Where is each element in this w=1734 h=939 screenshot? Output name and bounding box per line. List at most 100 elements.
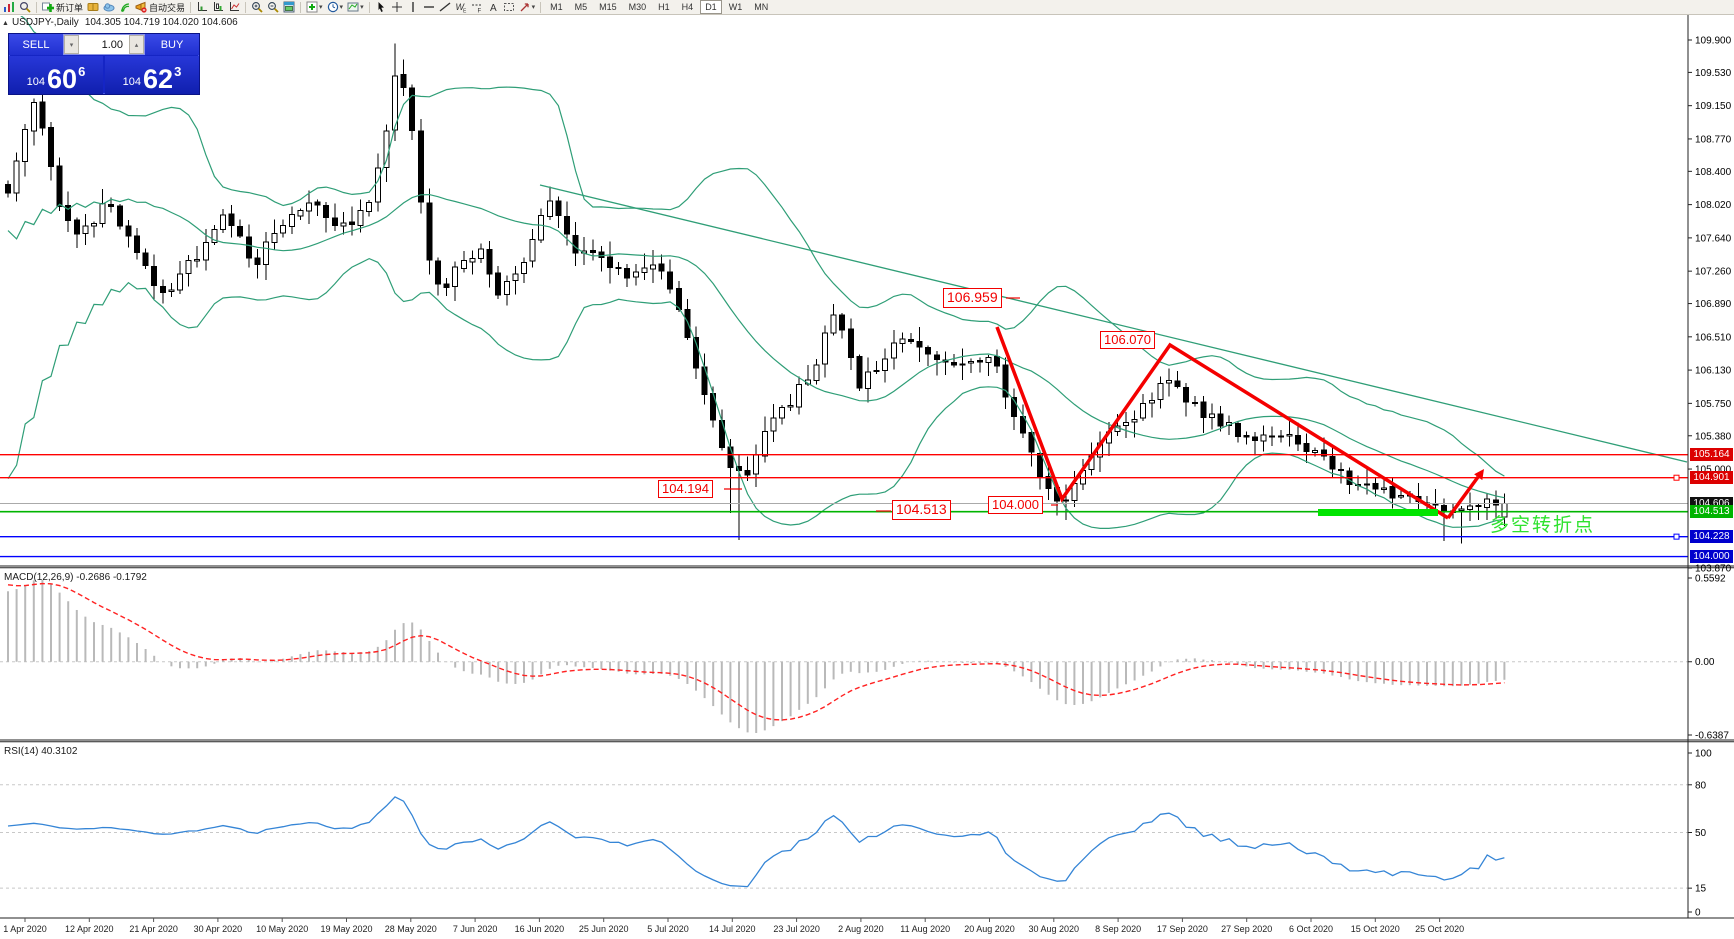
chevron-down-icon[interactable]: ▾ bbox=[339, 4, 344, 11]
price-label-104194[interactable]: 104.194 bbox=[658, 480, 713, 499]
templates-button[interactable]: ▾ bbox=[345, 1, 366, 14]
bollinger-middle-band[interactable] bbox=[7, 193, 1505, 499]
timeframe-button-MN[interactable]: MN bbox=[754, 2, 769, 12]
zigzag-annotation[interactable] bbox=[995, 326, 1449, 520]
candle-body bbox=[1372, 482, 1379, 490]
candle-body bbox=[1269, 435, 1276, 438]
metaeditor-icon[interactable] bbox=[85, 1, 101, 14]
buy-price-prefix: 104 bbox=[122, 76, 142, 88]
line-chart-mode-icon[interactable] bbox=[226, 1, 242, 14]
date-label: 11 Aug 2020 bbox=[900, 924, 950, 934]
candle-body bbox=[744, 470, 751, 476]
cursor-icon[interactable] bbox=[373, 1, 389, 14]
timeframe-button-M5[interactable]: M5 bbox=[574, 2, 588, 12]
line-handle[interactable] bbox=[1673, 533, 1680, 540]
collapse-arrow-icon[interactable]: ▲ bbox=[2, 20, 9, 27]
tile-windows-icon[interactable] bbox=[281, 1, 297, 14]
zigzag-arrow-shaft[interactable] bbox=[1446, 475, 1480, 520]
volume-input[interactable]: 1.00 bbox=[101, 38, 123, 51]
price-axis[interactable]: 109.900 109.530 109.150 108.770 108.400 108.0… bbox=[1688, 36, 1732, 919]
signals-icon[interactable] bbox=[117, 1, 133, 14]
volume-increase-button[interactable]: ▴ bbox=[129, 35, 144, 54]
zoom-in-icon[interactable] bbox=[249, 1, 265, 14]
candle-body bbox=[736, 466, 742, 471]
buy-button[interactable]: BUY bbox=[145, 34, 199, 55]
candle-body bbox=[82, 225, 89, 235]
candle-body bbox=[1183, 386, 1190, 403]
sell-price-display[interactable]: 104 60 6 bbox=[9, 56, 103, 94]
autotrading-button[interactable]: 自动交易 bbox=[133, 1, 187, 14]
market-watch-icon[interactable] bbox=[17, 1, 33, 14]
candle-body bbox=[340, 222, 347, 227]
date-label: 14 Jul 2020 bbox=[709, 924, 756, 934]
candle-body bbox=[1140, 403, 1147, 419]
toolbar-separator bbox=[300, 1, 302, 13]
trendline-icon[interactable] bbox=[437, 1, 453, 14]
macd-scale-label: 0.00 bbox=[1695, 657, 1715, 668]
candle-body bbox=[228, 213, 235, 227]
periods-button[interactable]: ▾ bbox=[325, 1, 346, 14]
bar-chart-mode-icon[interactable] bbox=[194, 1, 210, 14]
timeframe-button-W1[interactable]: W1 bbox=[728, 2, 743, 12]
crosshair-icon[interactable] bbox=[389, 1, 405, 14]
candle-body bbox=[916, 341, 923, 348]
timeframe-button-M15[interactable]: M15 bbox=[599, 2, 617, 12]
new-order-button[interactable]: 新订单 bbox=[40, 1, 85, 14]
timeframe-button-M30[interactable]: M30 bbox=[628, 2, 647, 12]
turning-point-bar[interactable] bbox=[1318, 509, 1438, 516]
candle-body bbox=[495, 272, 502, 296]
sell-button[interactable]: SELL bbox=[9, 34, 63, 55]
price-label-104000[interactable]: 104.000 bbox=[988, 496, 1043, 515]
timeframe-button-H1[interactable]: H1 bbox=[658, 2, 670, 12]
price-tick-label: 109.150 bbox=[1695, 101, 1732, 112]
candle-body bbox=[564, 215, 570, 235]
bollinger-lower-band[interactable] bbox=[7, 257, 1505, 529]
new-chart-icon[interactable] bbox=[1, 1, 17, 14]
bollinger-upper-band[interactable] bbox=[8, 0, 1505, 477]
candle-body bbox=[1002, 364, 1009, 398]
price-badge-104.228: 104.228 bbox=[1690, 530, 1733, 544]
candle-body bbox=[1389, 486, 1396, 499]
label-tool-icon[interactable] bbox=[501, 1, 517, 14]
candle-body bbox=[770, 417, 777, 432]
vline-icon[interactable] bbox=[405, 1, 421, 14]
buy-price-pip: 3 bbox=[174, 64, 182, 79]
candle-body bbox=[1320, 449, 1327, 457]
price-label-106959[interactable]: 106.959 bbox=[943, 288, 1002, 308]
zoom-out-icon[interactable] bbox=[265, 1, 281, 14]
price-label-104513[interactable]: 104.513 bbox=[892, 500, 951, 520]
chevron-down-icon[interactable]: ▾ bbox=[360, 4, 364, 11]
date-label: 28 May 2020 bbox=[385, 924, 437, 934]
candle-body bbox=[177, 273, 183, 291]
fibonacci-icon[interactable]: F bbox=[469, 1, 485, 14]
candle-body bbox=[693, 337, 699, 369]
indicators-button[interactable]: ▾ bbox=[304, 1, 325, 14]
chevron-down-icon[interactable]: ▾ bbox=[319, 4, 323, 11]
text-tool-icon[interactable]: A bbox=[485, 1, 501, 14]
price-label-106070[interactable]: 106.070 bbox=[1100, 331, 1155, 350]
hline-icon[interactable] bbox=[421, 1, 437, 14]
buy-price-display[interactable]: 104 62 3 bbox=[105, 56, 199, 94]
chevron-down-icon[interactable]: ▾ bbox=[531, 4, 536, 11]
new-order-button-label: 新订单 bbox=[56, 2, 84, 13]
timeframe-button-H4[interactable]: H4 bbox=[681, 2, 694, 12]
candle-body bbox=[675, 287, 682, 310]
candle-body bbox=[1191, 402, 1198, 405]
line-handle[interactable] bbox=[1673, 474, 1680, 481]
candle-body bbox=[572, 234, 579, 254]
market-icon[interactable] bbox=[101, 1, 117, 14]
candlestick-mode-icon[interactable] bbox=[210, 1, 226, 14]
volume-decrease-button[interactable]: ▾ bbox=[64, 35, 79, 54]
candle-body bbox=[968, 360, 975, 364]
candle-body bbox=[589, 250, 596, 254]
arrows-tool-icon[interactable]: ▾ bbox=[517, 1, 538, 14]
time-axis[interactable]: 1 Apr 2020 12 Apr 2020 21 Apr 2020 30 Apr 2… bbox=[3, 918, 1464, 934]
timeframe-button-D1[interactable]: D1 bbox=[700, 0, 722, 14]
timeframe-button-M1[interactable]: M1 bbox=[550, 2, 563, 12]
svg-text:F: F bbox=[477, 9, 481, 14]
turning-point-text[interactable]: 多空转折点 bbox=[1490, 515, 1596, 536]
svg-text:E: E bbox=[463, 9, 467, 14]
descending-trendline[interactable] bbox=[539, 184, 1688, 463]
